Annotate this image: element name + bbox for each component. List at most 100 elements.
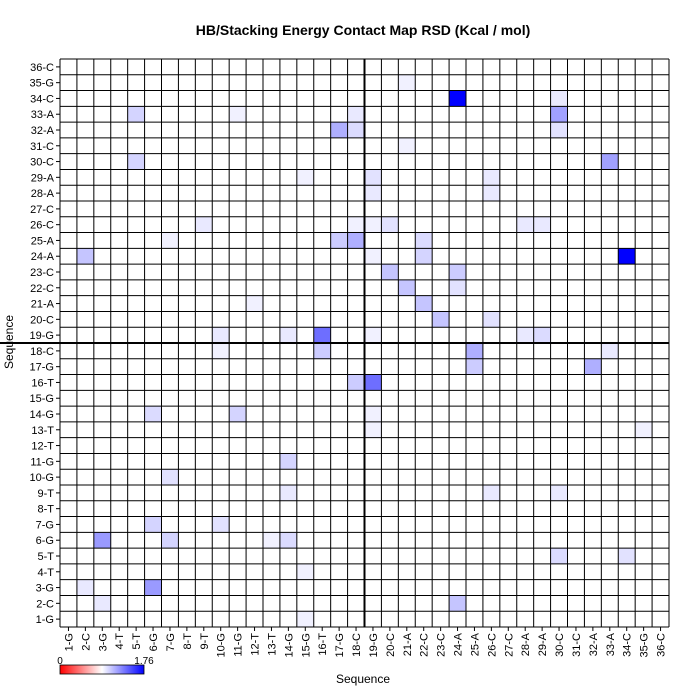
- y-tick-label: 13-T: [31, 425, 54, 437]
- heatmap-cell: [347, 122, 365, 138]
- heatmap-cell: [93, 532, 111, 549]
- heatmap-cell: [550, 485, 568, 501]
- y-tick-label: 12-T: [31, 441, 54, 453]
- heatmap-cell: [364, 374, 382, 391]
- y-tick-label: 30-C: [30, 157, 54, 169]
- heatmap-cell: [279, 485, 297, 501]
- x-tick-label: 24-A: [453, 632, 465, 656]
- heatmap-cell: [313, 343, 331, 359]
- heatmap-cell: [398, 279, 416, 296]
- x-tick-label: 5-T: [131, 633, 143, 650]
- x-tick-label: 21-A: [402, 632, 414, 656]
- heatmap-cell: [76, 579, 94, 596]
- x-tick-label: 34-C: [622, 633, 634, 657]
- heatmap-cell: [449, 90, 466, 107]
- heatmap-cell: [161, 232, 179, 249]
- y-tick-label: 5-T: [38, 551, 55, 563]
- heatmap-cell: [212, 327, 230, 343]
- y-tick-label: 20-C: [30, 314, 54, 326]
- x-tick-label: 29-A: [537, 632, 549, 656]
- heatmap-cell: [212, 343, 230, 359]
- y-tick-label: 35-G: [30, 78, 54, 90]
- x-tick-label: 18-C: [351, 633, 363, 657]
- y-tick-label: 2-C: [36, 598, 54, 610]
- y-tick-label: 31-C: [30, 141, 54, 153]
- heatmap-cell: [516, 327, 534, 343]
- heatmap-cell: [313, 327, 331, 343]
- heatmap-cell: [296, 563, 314, 580]
- x-tick-label: 30-C: [554, 633, 566, 657]
- x-tick-label: 7-G: [165, 633, 177, 651]
- heatmap-cell: [618, 548, 636, 564]
- y-tick-label: 11-G: [30, 456, 54, 468]
- heatmap-cell: [364, 169, 382, 186]
- x-tick-label: 9-T: [199, 633, 211, 650]
- heatmap-cell: [127, 106, 145, 123]
- y-tick-label: 32-A: [31, 125, 55, 137]
- y-tick-label: 26-C: [30, 220, 54, 232]
- y-tick-label: 17-G: [30, 362, 54, 374]
- y-tick-label: 28-A: [31, 188, 55, 200]
- x-tick-label: 13-T: [266, 633, 278, 656]
- x-tick-label: 32-A: [588, 632, 600, 656]
- heatmap-cell: [347, 232, 365, 249]
- y-axis-label: Sequence: [2, 315, 16, 369]
- heatmap-cell: [432, 311, 450, 328]
- heatmap-cell: [550, 122, 568, 138]
- heatmap-cell: [364, 216, 382, 233]
- heatmap-cell: [330, 232, 348, 249]
- heatmap-cell: [482, 485, 500, 501]
- heatmap-cell: [161, 469, 179, 485]
- x-tick-label: 19-G: [368, 633, 380, 657]
- heatmap-cell: [584, 358, 602, 375]
- x-tick-label: 31-C: [571, 633, 583, 657]
- heatmap-cell: [144, 516, 162, 533]
- heatmap-cell: [76, 248, 94, 265]
- x-tick-label: 6-G: [148, 633, 160, 651]
- y-tick-label: 29-A: [31, 172, 55, 184]
- heatmap-cell: [212, 516, 230, 533]
- heatmap-cell: [516, 216, 534, 233]
- colorbar-min-label: 0: [57, 656, 63, 667]
- heatmap-cell: [364, 248, 382, 265]
- quadrant-separators: [0, 59, 669, 627]
- heatmap-cell: [195, 216, 213, 233]
- heatmap-cell: [347, 106, 365, 123]
- y-tick-label: 10-G: [30, 472, 54, 484]
- heatmap-cell: [279, 327, 297, 343]
- heatmap-cell: [229, 406, 247, 422]
- heatmap-cell: [618, 248, 636, 265]
- heatmap-cell: [381, 264, 399, 280]
- heatmap-cell: [533, 327, 551, 343]
- heatmap-cell: [415, 232, 433, 249]
- heatmap-cell: [635, 421, 653, 438]
- heatmap-cell: [263, 532, 280, 549]
- heatmap-cell: [296, 611, 314, 627]
- x-tick-label: 8-T: [182, 633, 194, 650]
- x-tick-label: 20-C: [385, 633, 397, 657]
- y-tick-label: 24-A: [31, 251, 55, 263]
- heatmap-cell: [381, 216, 399, 233]
- heatmap-cell: [482, 185, 500, 201]
- heatmap-cell: [144, 579, 162, 596]
- x-tick-label: 4-T: [114, 633, 126, 650]
- heatmap-cell: [127, 153, 145, 170]
- heatmap-cell: [279, 453, 297, 470]
- y-tick-labels: 1-G 2-C 3-G 4-T 5-T 6-G 7-G 8-T 9-T 10-G 11-G 12-T 1…: [30, 62, 60, 626]
- heatmap-cell: [466, 343, 483, 359]
- y-tick-label: 34-C: [30, 93, 54, 105]
- heatmap-cell: [364, 406, 382, 422]
- heatmap-cell: [533, 216, 551, 233]
- x-tick-label: 14-G: [283, 633, 295, 657]
- heatmap-cell: [482, 169, 500, 186]
- heatmap-cell: [550, 106, 568, 123]
- y-tick-label: 4-T: [38, 567, 55, 579]
- x-tick-label: 26-C: [486, 633, 498, 657]
- y-tick-label: 16-T: [31, 377, 54, 389]
- heatmap-cell: [296, 169, 314, 186]
- heatmap-cell: [601, 153, 619, 170]
- x-tick-labels: 1-G 2-C 3-G 4-T 5-T 6-G 7-G 8-T 9-T 10-G 11-G 12-T 1…: [63, 627, 668, 657]
- y-tick-label: 36-C: [30, 62, 54, 74]
- y-tick-label: 23-C: [30, 267, 54, 279]
- y-tick-label: 33-A: [31, 109, 55, 121]
